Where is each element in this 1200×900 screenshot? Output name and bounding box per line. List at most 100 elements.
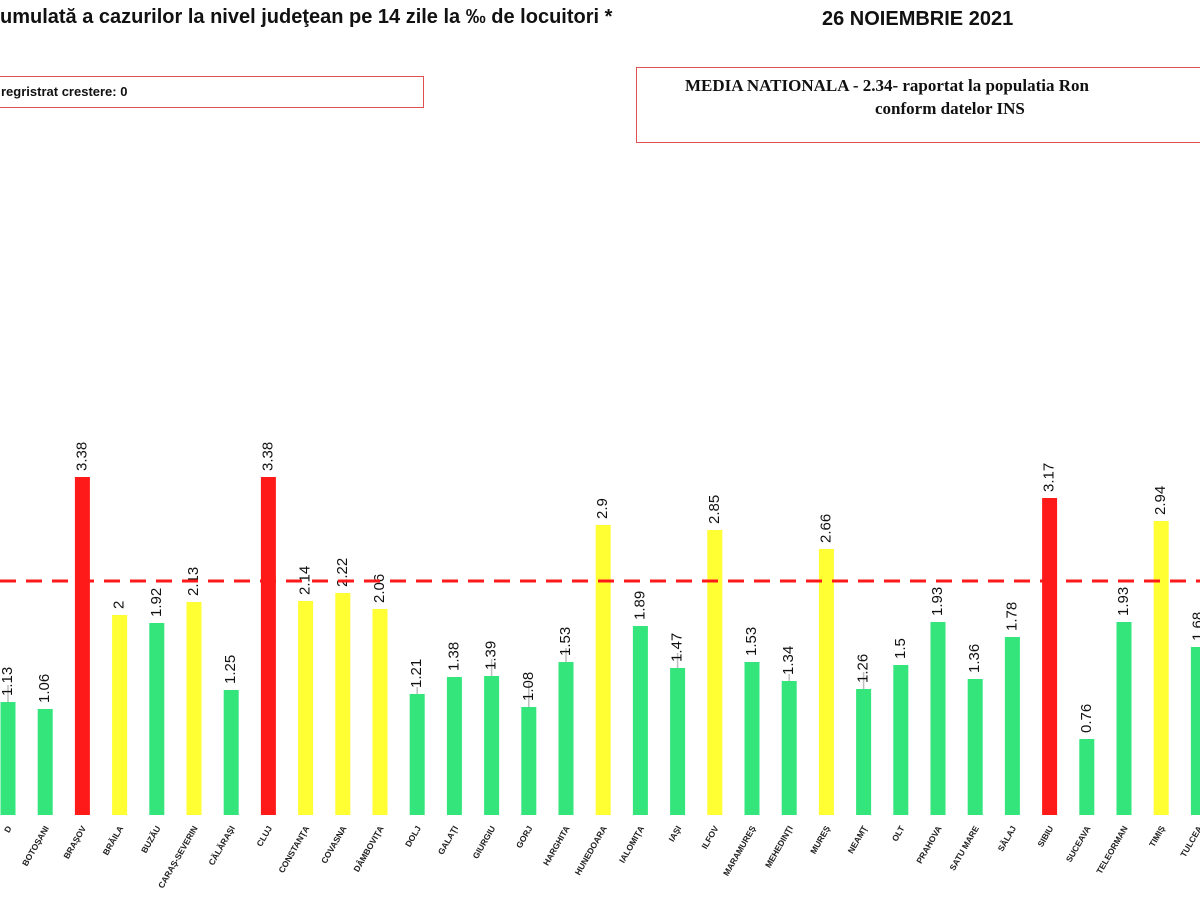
- bar-14: [521, 707, 537, 815]
- data-label-13: 1.39: [483, 641, 500, 670]
- category-label-14: GORJ: [514, 824, 535, 850]
- data-label-21: 1.34: [780, 646, 797, 675]
- data-label-27: 1.78: [1003, 602, 1020, 631]
- national-average-line2: conform datelor INS: [875, 99, 1025, 118]
- category-label-17: IALOMIŢA: [617, 824, 646, 865]
- data-label-6: 1.25: [222, 655, 239, 684]
- bar-9: [335, 593, 351, 815]
- data-label-0: 1.13: [0, 667, 16, 696]
- data-label-14: 1.08: [520, 672, 537, 701]
- bar-30: [1116, 622, 1132, 815]
- data-label-22: 2.66: [817, 514, 834, 543]
- category-label-8: CONSTANŢA: [276, 824, 311, 875]
- data-label-11: 1.21: [408, 659, 425, 688]
- bar-8: [298, 601, 314, 815]
- data-label-25: 1.93: [929, 587, 946, 616]
- bar-11: [409, 694, 425, 815]
- category-label-28: SIBIU: [1035, 824, 1055, 849]
- bar-6: [223, 690, 239, 815]
- bar-28: [1042, 498, 1058, 815]
- data-label-3: 2: [111, 601, 128, 609]
- growth-note-text: regristrat crestere: 0: [1, 84, 128, 99]
- category-label-10: DÂMBOVIŢA: [350, 824, 385, 874]
- category-label-7: CLUJ: [254, 824, 274, 848]
- growth-note-box: regristrat crestere: 0: [0, 76, 424, 108]
- bar-32: [1190, 647, 1200, 815]
- data-label-7: 3.38: [259, 442, 276, 471]
- data-label-12: 1.38: [445, 642, 462, 671]
- bar-19: [707, 530, 723, 815]
- report-date: 26 NOIEMBRIE 2021: [822, 8, 1014, 30]
- category-label-32: TULCEA: [1178, 824, 1200, 859]
- bar-4: [149, 623, 165, 815]
- category-label-12: GALAŢI: [436, 824, 460, 856]
- category-label-16: HUNEDOARA: [573, 824, 609, 877]
- bar-29: [1079, 739, 1095, 815]
- category-label-26: SATU MARE: [947, 824, 981, 872]
- category-label-0: D: [2, 824, 14, 834]
- category-label-23: NEAMŢ: [846, 823, 870, 855]
- category-label-1: BOTOŞANI: [20, 824, 51, 868]
- category-label-6: CĂLĂRAŞI: [206, 824, 237, 867]
- category-label-5: CARAŞ-SEVERIN: [156, 824, 200, 890]
- data-label-24: 1.5: [892, 638, 909, 659]
- bar-21: [781, 681, 797, 815]
- bar-5: [186, 602, 202, 815]
- data-label-29: 0.76: [1078, 704, 1095, 733]
- data-label-32: 1.68: [1189, 612, 1200, 641]
- data-label-4: 1.92: [148, 588, 165, 617]
- data-label-10: 2.06: [371, 574, 388, 603]
- category-label-29: SUCEAVA: [1064, 824, 1093, 864]
- category-label-19: ILFOV: [699, 824, 720, 851]
- data-label-23: 1.26: [855, 654, 872, 683]
- category-label-9: COVASNA: [319, 824, 349, 865]
- data-label-17: 1.89: [631, 591, 648, 620]
- bar-0: [0, 702, 16, 815]
- bar-26: [967, 679, 983, 815]
- chart-title: umulată a cazurilor la nivel judeţean pe…: [0, 6, 613, 28]
- data-label-28: 3.17: [1041, 463, 1058, 492]
- data-label-8: 2.14: [297, 566, 314, 595]
- bar-1: [37, 709, 53, 815]
- bar-16: [595, 525, 611, 815]
- category-label-21: MEHEDINŢI: [763, 824, 795, 869]
- bar-25: [930, 622, 946, 815]
- data-label-18: 1.47: [669, 633, 686, 662]
- category-label-4: BUZĂU: [139, 824, 163, 855]
- category-label-13: GIURGIU: [470, 824, 497, 861]
- bar-15: [558, 662, 574, 815]
- bar-23: [856, 689, 872, 815]
- category-label-22: MUREŞ: [808, 824, 832, 856]
- bar-20: [744, 662, 760, 815]
- category-label-15: HARGHITA: [541, 824, 572, 867]
- data-label-9: 2.22: [334, 558, 351, 587]
- category-label-11: DOLJ: [403, 824, 423, 849]
- bar-24: [893, 665, 909, 815]
- bar-2: [74, 477, 90, 815]
- data-label-2: 3.38: [73, 442, 90, 471]
- data-label-1: 1.06: [36, 674, 53, 703]
- category-label-2: BRAŞOV: [61, 824, 88, 861]
- bar-13: [484, 676, 500, 815]
- category-label-31: TIMIŞ: [1147, 824, 1167, 849]
- category-label-3: BRĂILA: [101, 824, 126, 857]
- bar-10: [372, 609, 388, 815]
- data-label-31: 2.94: [1152, 486, 1169, 515]
- data-label-30: 1.93: [1115, 587, 1132, 616]
- national-average-box: MEDIA NATIONALA - 2.34- raportat la popu…: [636, 67, 1200, 143]
- bar-27: [1004, 637, 1020, 815]
- data-label-19: 2.85: [706, 495, 723, 524]
- bar-31: [1153, 521, 1169, 815]
- bar-12: [446, 677, 462, 815]
- category-label-18: IAŞI: [666, 824, 683, 843]
- data-label-26: 1.36: [966, 644, 983, 673]
- bar-18: [670, 668, 686, 815]
- bar-3: [112, 615, 128, 815]
- category-label-24: OLT: [890, 823, 907, 843]
- data-label-16: 2.9: [594, 498, 611, 519]
- category-label-27: SĂLAJ: [996, 824, 1019, 853]
- category-label-30: TELEORMAN: [1094, 824, 1130, 876]
- bar-17: [632, 626, 648, 815]
- data-label-15: 1.53: [557, 627, 574, 656]
